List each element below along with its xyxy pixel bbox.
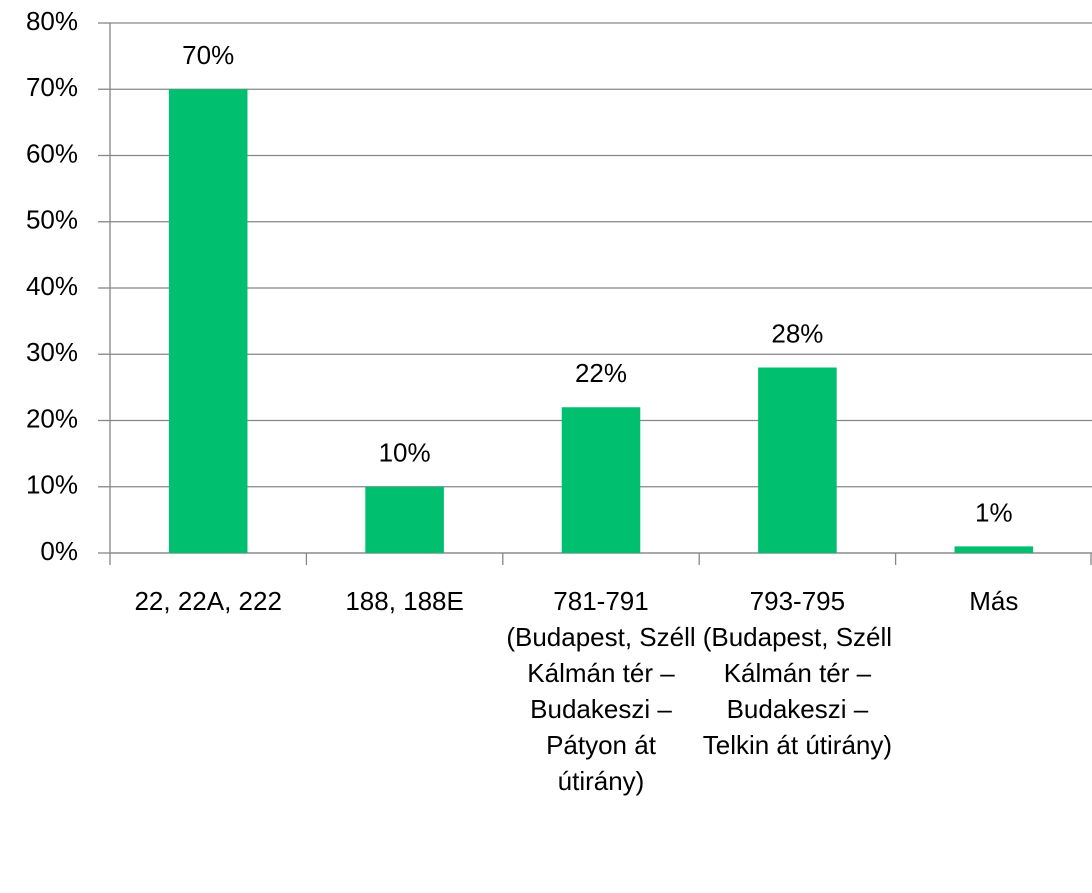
bar <box>561 407 641 553</box>
x-tick-label: 188, 188E <box>345 586 464 616</box>
y-tick-label: 10% <box>26 470 78 500</box>
bar <box>168 89 248 553</box>
data-label: 22% <box>575 358 627 388</box>
data-label: 10% <box>379 438 431 468</box>
x-tick-label: 793-795 (Budapest, Széll Kálmán tér – Bu… <box>702 586 893 760</box>
y-tick-label: 20% <box>26 403 78 433</box>
x-tick-label: Más <box>969 586 1019 616</box>
y-tick-label: 60% <box>26 138 78 168</box>
x-tick-label: 22, 22A, 222 <box>134 586 282 616</box>
data-label: 28% <box>771 318 823 348</box>
y-tick-label: 50% <box>26 205 78 235</box>
bar <box>758 367 837 553</box>
data-label: 70% <box>182 40 234 70</box>
y-tick-label: 40% <box>26 271 78 301</box>
y-tick-label: 30% <box>26 337 78 367</box>
bar <box>365 486 444 553</box>
x-tick-label: 781-791 (Budapest, Széll Kálmán tér – Bu… <box>506 586 696 796</box>
y-tick-label: 80% <box>26 6 78 36</box>
y-tick-label: 70% <box>26 72 78 102</box>
y-tick-label: 0% <box>40 536 78 566</box>
data-label: 1% <box>975 497 1013 527</box>
bar <box>954 546 1034 553</box>
